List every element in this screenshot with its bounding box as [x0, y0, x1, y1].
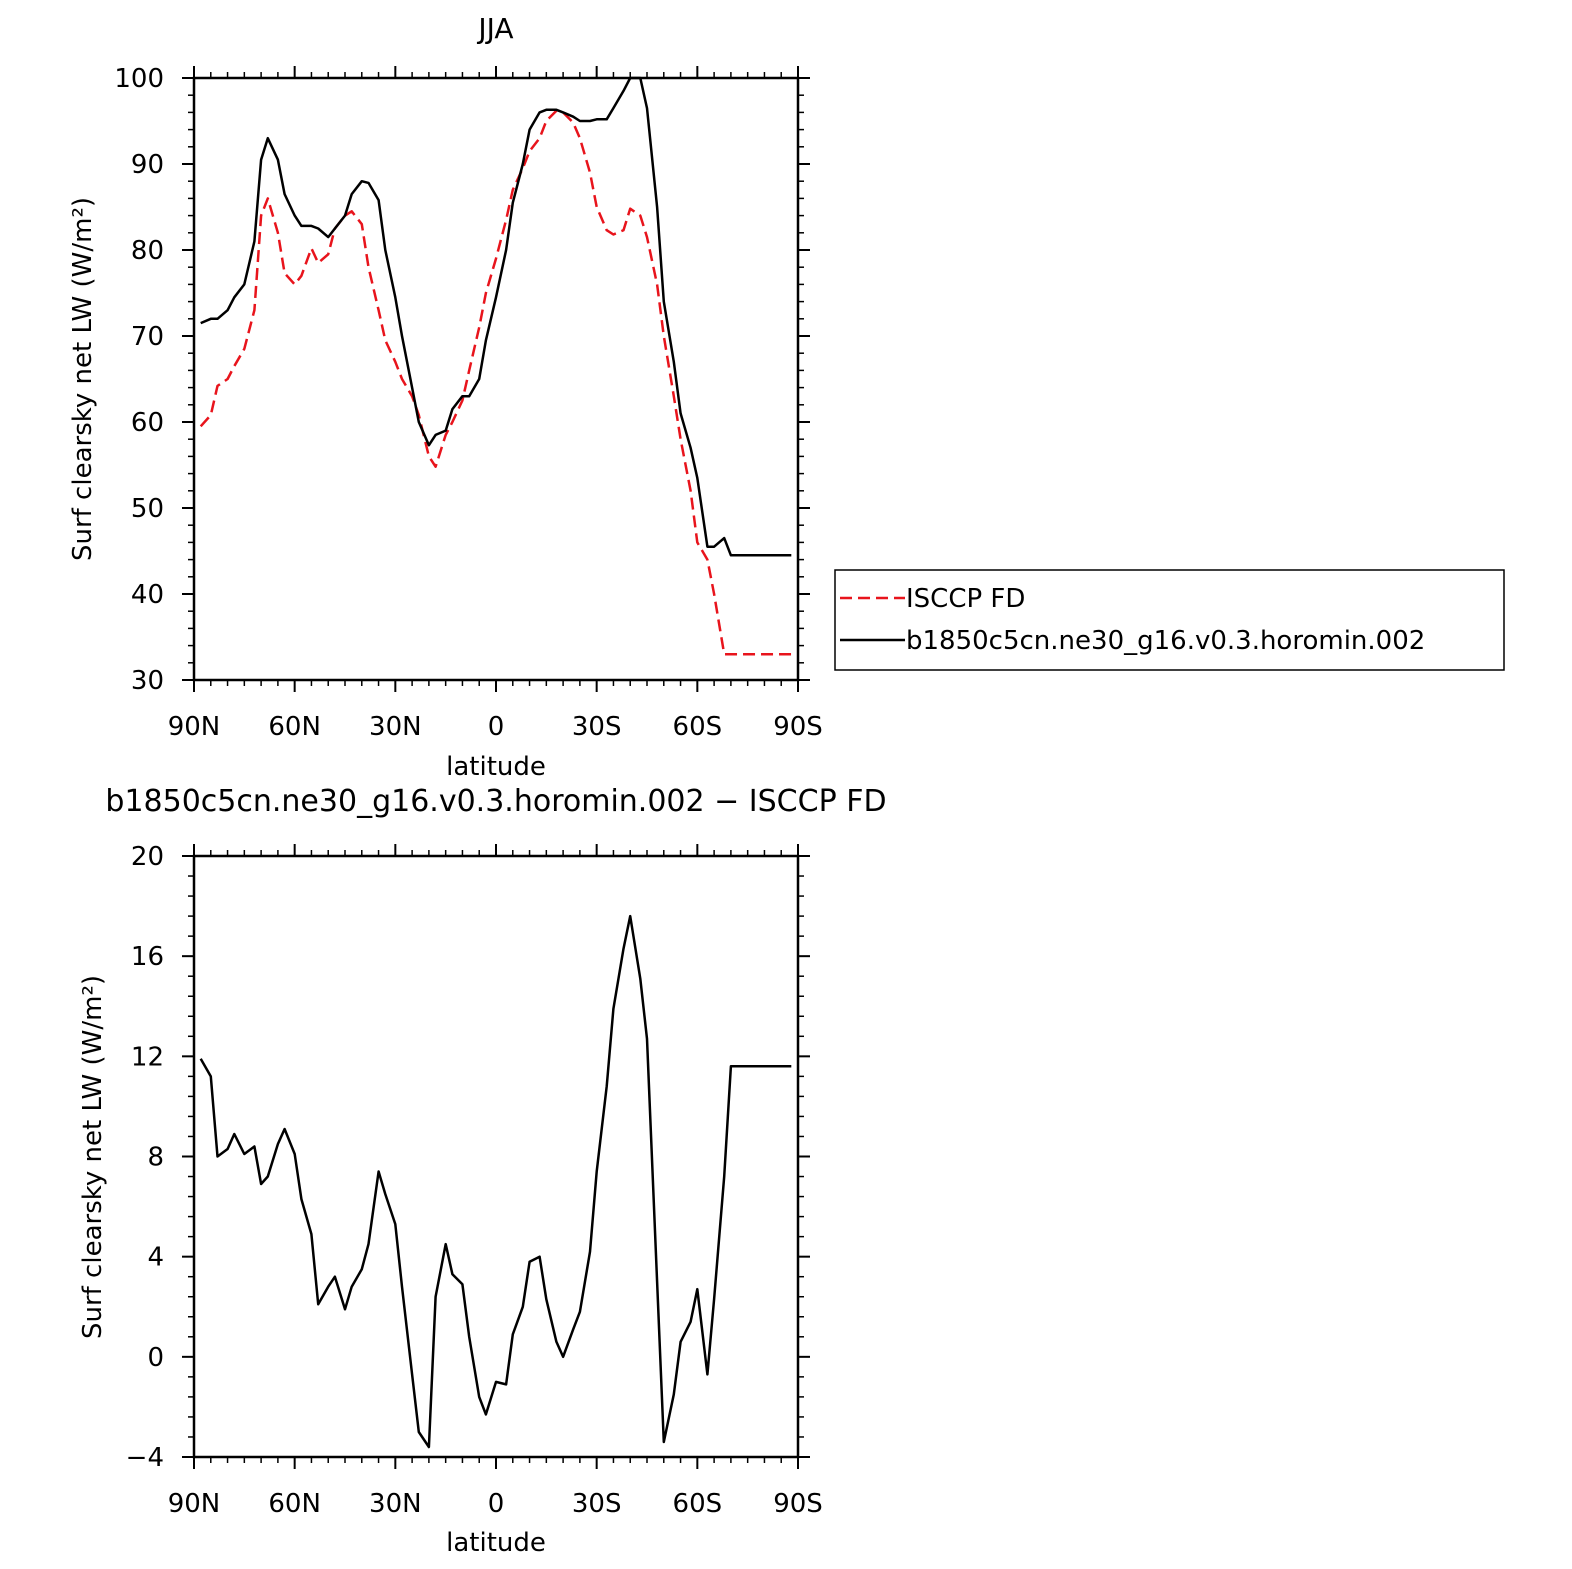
- series-line-1: [200, 76, 792, 557]
- top-x-tick-labels: 90N 60N 30N 0 30S 60S 90S: [168, 712, 823, 742]
- y-tick-label: 4: [147, 1243, 164, 1273]
- y-tick-label: 0: [147, 1343, 164, 1373]
- bottom-y-axis-label: Surf clearsky net LW (W/m²): [78, 975, 108, 1339]
- bottom-ticks: [182, 844, 810, 1469]
- x-tick-label: 90S: [773, 712, 823, 742]
- bottom-chart-title: b1850c5cn.ne30_g16.v0.3.horomin.002 − IS…: [105, 784, 886, 819]
- x-tick-label: 60S: [673, 1489, 723, 1519]
- x-tick-label: 0: [488, 1489, 505, 1519]
- legend: ISCCP FD b1850c5cn.ne30_g16.v0.3.horomin…: [834, 569, 1505, 671]
- y-tick-label: −4: [126, 1443, 164, 1473]
- x-tick-label: 90N: [168, 712, 221, 742]
- legend-label-isccp: ISCCP FD: [906, 584, 1025, 614]
- top-y-axis-label: Surf clearsky net LW (W/m²): [68, 197, 98, 561]
- x-tick-label: 90N: [168, 1489, 221, 1519]
- y-tick-label: 80: [131, 236, 164, 266]
- top-x-axis-label: latitude: [446, 752, 546, 782]
- x-tick-label: 30N: [369, 712, 422, 742]
- x-tick-label: 30N: [369, 1489, 422, 1519]
- x-tick-label: 30S: [572, 712, 622, 742]
- top-y-tick-labels: 30 40 50 60 70 80 90 100: [114, 64, 164, 696]
- bottom-series-lines: [199, 914, 792, 1449]
- legend-box: [834, 569, 1505, 671]
- y-tick-label: 100: [114, 64, 164, 94]
- y-tick-label: 12: [131, 1042, 164, 1072]
- y-tick-label: 70: [131, 322, 164, 352]
- y-tick-label: 60: [131, 408, 164, 438]
- x-tick-label: 60N: [268, 1489, 321, 1519]
- bottom-plot-frame: [192, 854, 800, 1459]
- x-tick-label: 0: [488, 712, 505, 742]
- y-tick-label: 90: [131, 150, 164, 180]
- top-plot-frame: [192, 76, 800, 682]
- x-tick-label: 60N: [268, 712, 321, 742]
- top-ticks: [182, 66, 810, 692]
- y-tick-label: 50: [131, 494, 164, 524]
- series-line-0: [199, 109, 792, 656]
- x-tick-label: 60S: [673, 712, 723, 742]
- bottom-x-tick-labels: 90N 60N 30N 0 30S 60S 90S: [168, 1489, 823, 1519]
- bottom-x-axis-label: latitude: [446, 1528, 546, 1558]
- y-tick-label: 40: [131, 580, 164, 610]
- y-tick-label: 16: [131, 942, 164, 972]
- bottom-panel: b1850c5cn.ne30_g16.v0.3.horomin.002 − IS…: [78, 784, 887, 1558]
- y-tick-label: 20: [131, 842, 164, 872]
- bottom-y-tick-labels: −4 0 4 8 12 16 20: [126, 842, 164, 1473]
- x-tick-label: 90S: [773, 1489, 823, 1519]
- series-line-0: [199, 914, 792, 1449]
- y-tick-label: 30: [131, 666, 164, 696]
- legend-label-model: b1850c5cn.ne30_g16.v0.3.horomin.002: [906, 626, 1425, 656]
- top-series-lines: [199, 76, 792, 656]
- top-chart-title: JJA: [476, 12, 513, 45]
- y-tick-label: 8: [147, 1143, 164, 1173]
- x-tick-label: 30S: [572, 1489, 622, 1519]
